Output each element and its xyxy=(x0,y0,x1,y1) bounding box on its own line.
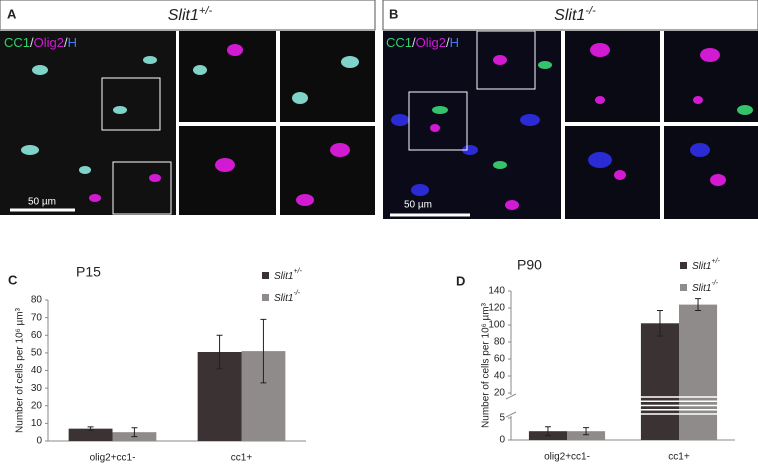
error-bar xyxy=(695,298,702,312)
panel-label: A xyxy=(7,6,17,21)
chart-title: P90 xyxy=(517,257,542,273)
y-tick-label: 140 xyxy=(488,286,505,297)
micrograph xyxy=(280,31,375,122)
y-axis-label: Number of cells per 10⁶ µm³ xyxy=(15,307,26,433)
x-tick-label: olig2+cc1- xyxy=(544,452,590,463)
y-tick-label: 50 xyxy=(31,348,43,359)
stain-label: CC1/Olig2/H xyxy=(4,35,77,50)
micrograph xyxy=(565,126,660,219)
error-bar xyxy=(544,426,551,437)
y-tick-label: 0 xyxy=(499,435,505,446)
stain-label: CC1/Olig2/H xyxy=(386,35,459,50)
chart-title: P15 xyxy=(76,264,101,280)
y-tick-label: 100 xyxy=(488,320,505,331)
y-tick-label: 5 xyxy=(499,413,505,424)
scale-bar-label: 50 µm xyxy=(404,200,432,211)
x-tick-label: cc1+ xyxy=(668,452,690,463)
error-bar xyxy=(260,318,267,384)
micrograph xyxy=(565,31,660,122)
axis-break xyxy=(505,395,517,416)
legend-label: Slit1-/- xyxy=(692,280,719,294)
bar xyxy=(679,304,718,440)
bar xyxy=(640,323,679,440)
error-bar xyxy=(131,427,138,438)
y-tick-label: 70 xyxy=(31,312,43,323)
panel-header xyxy=(0,0,376,31)
y-tick-label: 60 xyxy=(494,354,506,365)
y-tick-label: 30 xyxy=(31,383,43,394)
legend-swatch xyxy=(680,284,687,291)
panel-label: C xyxy=(8,272,18,287)
error-bar xyxy=(87,426,94,431)
y-tick-label: 20 xyxy=(31,400,43,411)
panel-header xyxy=(382,0,758,31)
panel-label: B xyxy=(389,6,398,21)
x-tick-label: olig2+cc1- xyxy=(90,453,136,464)
legend-swatch xyxy=(262,294,269,301)
y-tick-label: 80 xyxy=(494,337,506,348)
legend-label: Slit1+/- xyxy=(692,258,720,272)
y-tick-label: 40 xyxy=(31,365,43,376)
micrograph xyxy=(280,126,375,215)
panel-title: Slit1+/- xyxy=(168,5,213,24)
micrograph xyxy=(179,31,276,122)
legend-label: Slit1-/- xyxy=(274,290,301,304)
y-axis-label: Number of cells per 10⁶ µm³ xyxy=(481,302,492,428)
bar xyxy=(68,428,113,441)
y-tick-label: 40 xyxy=(494,371,506,382)
y-tick-label: 120 xyxy=(488,303,505,314)
y-tick-label: 0 xyxy=(36,436,42,447)
legend-label: Slit1+/- xyxy=(274,268,302,282)
axis-break-mark xyxy=(505,393,517,418)
y-tick-label: 20 xyxy=(494,388,506,399)
error-bar xyxy=(583,427,590,436)
y-tick-label: 80 xyxy=(31,295,43,306)
bar xyxy=(567,431,606,440)
y-tick-label: 60 xyxy=(31,330,43,341)
error-bar xyxy=(216,334,223,370)
legend-swatch xyxy=(680,262,687,269)
scale-bar-label: 50 µm xyxy=(28,197,56,208)
x-tick-label: cc1+ xyxy=(231,453,253,464)
panel-b-images xyxy=(382,0,758,219)
panel-title: Slit1-/- xyxy=(554,5,596,24)
legend-swatch xyxy=(262,272,269,279)
panel-a-images xyxy=(0,0,376,215)
panel-label: D xyxy=(456,273,465,288)
micrograph xyxy=(664,126,758,219)
y-tick-label: 10 xyxy=(31,418,43,429)
error-bar xyxy=(656,310,663,337)
